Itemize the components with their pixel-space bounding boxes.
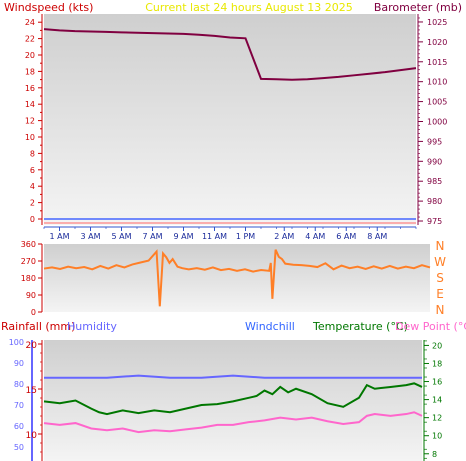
legend-rainfall: Rainfall (mm): [1, 320, 75, 333]
humidity-tick-label: 90: [14, 359, 24, 368]
time-tick-label: 8 AM: [367, 232, 387, 241]
windspeed-tick-label: 18: [25, 67, 35, 76]
legend-dewpoint: Dew Point (°C): [395, 320, 466, 333]
windspeed-tick-label: 6: [30, 166, 35, 175]
time-axis: 1 AM 3 AM 5 AM 7 AM 9 AM 11 AM 1 PM 2 AM 4 AM 6 A…: [43, 226, 417, 241]
rainfall-axis: 10 15 20: [26, 340, 43, 461]
wind-direction-tick-label: 90: [26, 291, 36, 300]
wind-direction-tick-label: 0: [31, 308, 36, 317]
rainfall-tick-label: 10: [26, 431, 38, 441]
compass-letter: N: [436, 303, 445, 317]
temperature-tick-label: 12: [432, 414, 442, 423]
time-tick-label: 9 AM: [173, 232, 193, 241]
barometer-tick-label: 1005: [427, 98, 447, 107]
rainfall-tick-label: 20: [26, 341, 38, 351]
wind-direction-plot-area: [44, 244, 430, 312]
wind-direction-line: [43, 249, 431, 307]
compass-letter: S: [436, 271, 444, 285]
temperature-axis: 8 10 12 14 16 18 20: [423, 340, 442, 461]
windspeed-tick-label: 4: [30, 182, 35, 191]
time-tick-label: 11 AM: [202, 232, 227, 241]
barometer-tick-label: 975: [427, 217, 442, 226]
temperature-tick-label: 20: [432, 341, 442, 350]
legend-windchill: Windchill: [245, 320, 295, 333]
barometer-axis-title: Barometer (mb): [374, 1, 462, 14]
humidity-line: [44, 374, 422, 379]
time-tick-label: 1 AM: [49, 232, 69, 241]
time-tick-label: 3 AM: [80, 232, 100, 241]
humidity-tick-label: 60: [14, 422, 24, 431]
time-tick-label: 5 AM: [111, 232, 131, 241]
wind-direction-series: [43, 249, 431, 307]
barometer-tick-label: 1010: [427, 78, 447, 87]
wind-direction-tick-label: 270: [21, 257, 36, 266]
barometer-tick-label: 1015: [427, 58, 447, 67]
barometer-tick-label: 990: [427, 157, 442, 166]
barometer-tick-label: 985: [427, 177, 442, 186]
time-tick-label: 1 PM: [236, 232, 255, 241]
wind-direction-tick-label: 180: [21, 274, 36, 283]
barometer-tick-label: 980: [427, 197, 442, 206]
temperature-tick-label: 14: [432, 396, 442, 405]
humidity-axis: 50 60 70 80 90 100: [9, 338, 33, 461]
barometer-line: [43, 28, 417, 81]
windspeed-tick-label: 2: [30, 199, 35, 208]
windspeed-tick-label: 24: [25, 18, 35, 27]
windspeed-tick-label: 8: [30, 149, 35, 158]
compass-letter: N: [436, 239, 445, 253]
barometer-tick-label: 1020: [427, 38, 447, 47]
rainfall-tick-label: 15: [26, 386, 37, 396]
temperature-series: [43, 374, 423, 434]
windspeed-tick-label: 22: [25, 35, 35, 44]
windspeed-axis-title: Windspeed (kts): [4, 1, 93, 14]
humidity-tick-label: 50: [14, 443, 24, 452]
temperature-tick-label: 8: [432, 450, 437, 459]
windspeed-tick-label: 0: [30, 215, 35, 224]
humidity-tick-label: 80: [14, 380, 24, 389]
time-tick-label: 4 AM: [305, 232, 325, 241]
windspeed-tick-label: 16: [25, 84, 35, 93]
temperature-tick-label: 10: [432, 432, 442, 441]
pressure-series: [43, 28, 417, 224]
time-tick-label: 6 AM: [336, 232, 356, 241]
barometer-tick-label: 1000: [427, 117, 447, 126]
humidity-tick-label: 100: [9, 338, 24, 347]
dewpoint-line: [43, 411, 423, 434]
chart-title: Current last 24 hours August 13 2025: [145, 1, 353, 14]
time-tick-label: 7 AM: [142, 232, 162, 241]
temperature-tick-label: 16: [432, 378, 442, 387]
compass-letter: E: [436, 287, 444, 301]
windspeed-tick-label: 10: [25, 133, 35, 142]
windspeed-tick-label: 12: [25, 117, 35, 126]
windspeed-tick-label: 20: [25, 51, 35, 60]
wind-direction-tick-label: 360: [21, 240, 36, 249]
legend-humidity: Humidity: [67, 320, 117, 333]
barometer-tick-label: 995: [427, 137, 442, 146]
time-tick-label: 2 AM: [274, 232, 294, 241]
barometer-tick-label: 1025: [427, 18, 447, 27]
legend-temperature: Temperature (°C): [312, 320, 408, 333]
humidity-tick-label: 70: [14, 401, 24, 410]
temperature-line: [43, 382, 423, 416]
wind-direction-axis: 0 90 180 270 360: [21, 240, 43, 317]
temperature-tick-label: 18: [432, 359, 442, 368]
compass-letter: W: [434, 255, 446, 269]
windspeed-tick-label: 14: [25, 100, 35, 109]
barometer-axis: 975 980 985 990 995 1000 1005 1010 1015 1020 1025: [417, 14, 447, 226]
pressure-plot-area: [44, 14, 416, 225]
